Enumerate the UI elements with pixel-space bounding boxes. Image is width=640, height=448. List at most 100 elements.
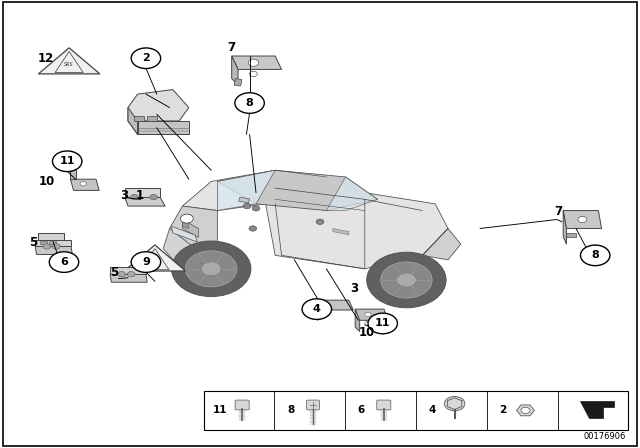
Polygon shape (333, 228, 349, 235)
Text: 7: 7 (228, 41, 236, 55)
Polygon shape (422, 228, 461, 260)
Polygon shape (128, 108, 138, 134)
Polygon shape (172, 226, 197, 242)
Polygon shape (170, 206, 218, 251)
Circle shape (80, 181, 86, 186)
Polygon shape (218, 170, 275, 211)
Circle shape (316, 219, 324, 224)
Polygon shape (163, 228, 198, 267)
Circle shape (131, 252, 161, 272)
Text: 5: 5 (110, 266, 118, 279)
Polygon shape (563, 211, 566, 244)
Polygon shape (266, 184, 448, 269)
Circle shape (365, 321, 371, 326)
Polygon shape (580, 401, 614, 418)
Polygon shape (182, 170, 307, 211)
Polygon shape (138, 121, 189, 134)
Circle shape (70, 164, 76, 168)
Circle shape (43, 244, 51, 249)
Text: 2: 2 (142, 53, 150, 63)
Polygon shape (232, 56, 238, 85)
Text: 4: 4 (313, 304, 321, 314)
Text: 3: 3 (120, 189, 128, 202)
Circle shape (248, 59, 259, 66)
Polygon shape (239, 197, 250, 203)
Polygon shape (566, 233, 576, 237)
Circle shape (444, 396, 465, 411)
Circle shape (235, 93, 264, 113)
Text: 12: 12 (38, 52, 54, 65)
Polygon shape (232, 56, 282, 69)
Polygon shape (355, 309, 360, 332)
Circle shape (365, 312, 371, 317)
Text: 11: 11 (60, 156, 75, 166)
Circle shape (381, 262, 432, 298)
Text: SRS: SRS (64, 62, 74, 68)
Polygon shape (134, 116, 144, 121)
Polygon shape (355, 309, 388, 320)
Polygon shape (49, 241, 56, 244)
Polygon shape (218, 170, 378, 211)
Circle shape (580, 245, 610, 266)
Circle shape (396, 273, 417, 287)
Text: 6: 6 (358, 405, 365, 415)
Text: 8: 8 (591, 250, 599, 260)
FancyBboxPatch shape (377, 400, 391, 410)
Polygon shape (35, 240, 71, 246)
Polygon shape (314, 300, 318, 320)
Text: SRS: SRS (150, 259, 160, 265)
FancyBboxPatch shape (235, 400, 249, 410)
Polygon shape (147, 116, 157, 121)
Circle shape (131, 48, 161, 69)
Circle shape (367, 252, 446, 308)
Circle shape (368, 313, 397, 334)
Polygon shape (38, 233, 64, 244)
Text: 10: 10 (358, 326, 375, 339)
Circle shape (252, 206, 260, 211)
Circle shape (180, 214, 193, 223)
Polygon shape (110, 274, 147, 282)
Text: 8: 8 (246, 98, 253, 108)
Circle shape (52, 151, 82, 172)
Circle shape (302, 299, 332, 319)
Polygon shape (40, 241, 47, 244)
Circle shape (521, 407, 530, 414)
Polygon shape (182, 220, 189, 228)
Polygon shape (516, 405, 534, 416)
FancyBboxPatch shape (307, 400, 319, 410)
Text: 4: 4 (429, 405, 436, 415)
Circle shape (172, 241, 251, 297)
FancyBboxPatch shape (204, 391, 628, 430)
Circle shape (131, 194, 138, 200)
Text: 6: 6 (60, 257, 68, 267)
Circle shape (249, 226, 257, 231)
Text: 8: 8 (287, 405, 294, 415)
Circle shape (127, 271, 135, 277)
Circle shape (52, 244, 60, 249)
Polygon shape (35, 246, 72, 254)
Polygon shape (110, 267, 146, 274)
Polygon shape (128, 90, 189, 121)
Polygon shape (38, 48, 100, 74)
Text: 10: 10 (38, 175, 55, 188)
Polygon shape (125, 188, 160, 197)
Polygon shape (234, 78, 242, 86)
Text: 1: 1 (136, 189, 143, 202)
Polygon shape (70, 157, 76, 179)
Circle shape (150, 194, 157, 200)
Polygon shape (182, 220, 198, 237)
Circle shape (202, 262, 221, 276)
Polygon shape (128, 121, 189, 134)
Text: 7: 7 (554, 205, 562, 218)
FancyBboxPatch shape (3, 2, 637, 446)
Text: 11: 11 (212, 405, 227, 415)
Polygon shape (124, 245, 186, 271)
Circle shape (578, 216, 587, 223)
Text: 5: 5 (29, 236, 37, 250)
Text: 00176906: 00176906 (584, 432, 626, 441)
Text: 11: 11 (375, 319, 390, 328)
Text: 9: 9 (142, 257, 150, 267)
Polygon shape (326, 177, 378, 211)
Circle shape (243, 203, 251, 209)
Polygon shape (563, 211, 602, 228)
